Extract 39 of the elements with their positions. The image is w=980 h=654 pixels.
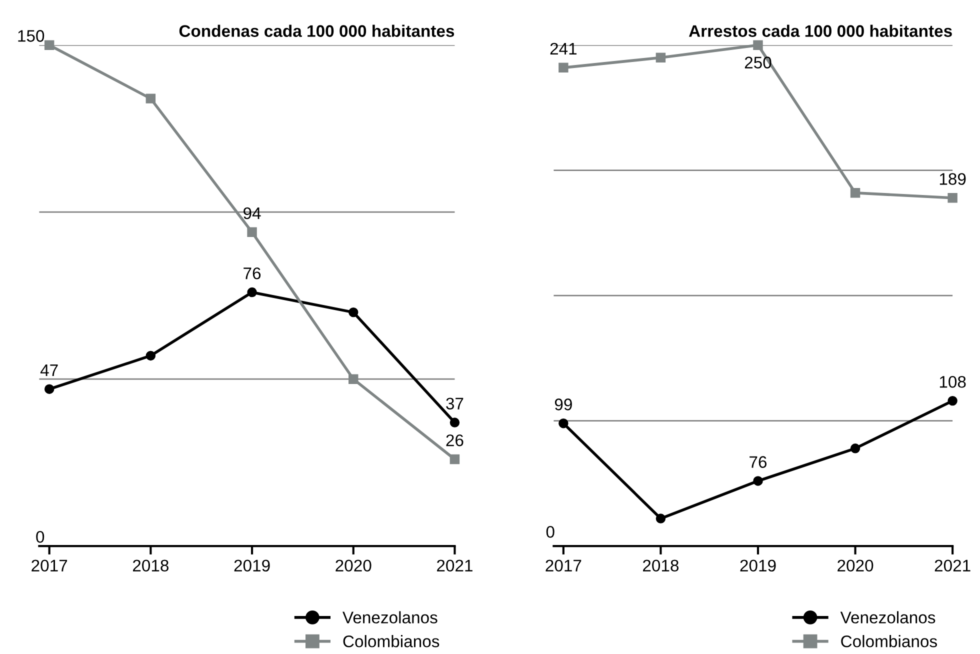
legend-label: Colombianos (841, 635, 937, 648)
data-label: 99 (554, 398, 572, 410)
x-tick-label: 2019 (234, 560, 270, 572)
data-label: 108 (940, 376, 966, 388)
data-label: 76 (244, 267, 261, 280)
x-tick-label: 2018 (643, 560, 679, 572)
point (948, 193, 958, 203)
x-tick-label: 2018 (132, 560, 168, 572)
point (558, 62, 568, 73)
point (558, 418, 568, 428)
data-label: 26 (446, 434, 464, 446)
legend-label: Colombianos (343, 635, 440, 648)
x-tick-label: 2020 (336, 560, 372, 572)
x-tick-label: 2017 (546, 560, 582, 572)
point (656, 52, 666, 63)
x-tick-label: 2021 (437, 560, 472, 572)
data-label: 47 (40, 364, 58, 376)
x-tick-label: 2020 (838, 560, 874, 572)
chart-title: Condenas cada 100 000 habitantes (179, 24, 454, 37)
data-label: 250 (744, 56, 772, 68)
point (850, 444, 860, 454)
legend-label: Venezolanos (342, 611, 438, 624)
point (753, 476, 763, 486)
point (850, 188, 860, 198)
legend-label: Venezolanos (840, 611, 936, 624)
data-label: 94 (244, 207, 261, 220)
point (948, 396, 958, 406)
y-tick-label: 150 (18, 30, 44, 42)
data-label: 189 (940, 173, 966, 185)
annotation: 0 (546, 526, 554, 538)
data-label: 241 (550, 42, 577, 54)
x-tick-label: 2021 (934, 560, 970, 572)
data-label: 37 (446, 398, 464, 410)
x-tick-label: 2017 (32, 560, 68, 572)
point (753, 40, 763, 50)
point (656, 514, 666, 524)
x-tick-label: 2019 (740, 560, 776, 572)
chart-title: Arrestos cada 100 000 habitantes (688, 24, 952, 37)
data-label: 76 (750, 456, 767, 468)
